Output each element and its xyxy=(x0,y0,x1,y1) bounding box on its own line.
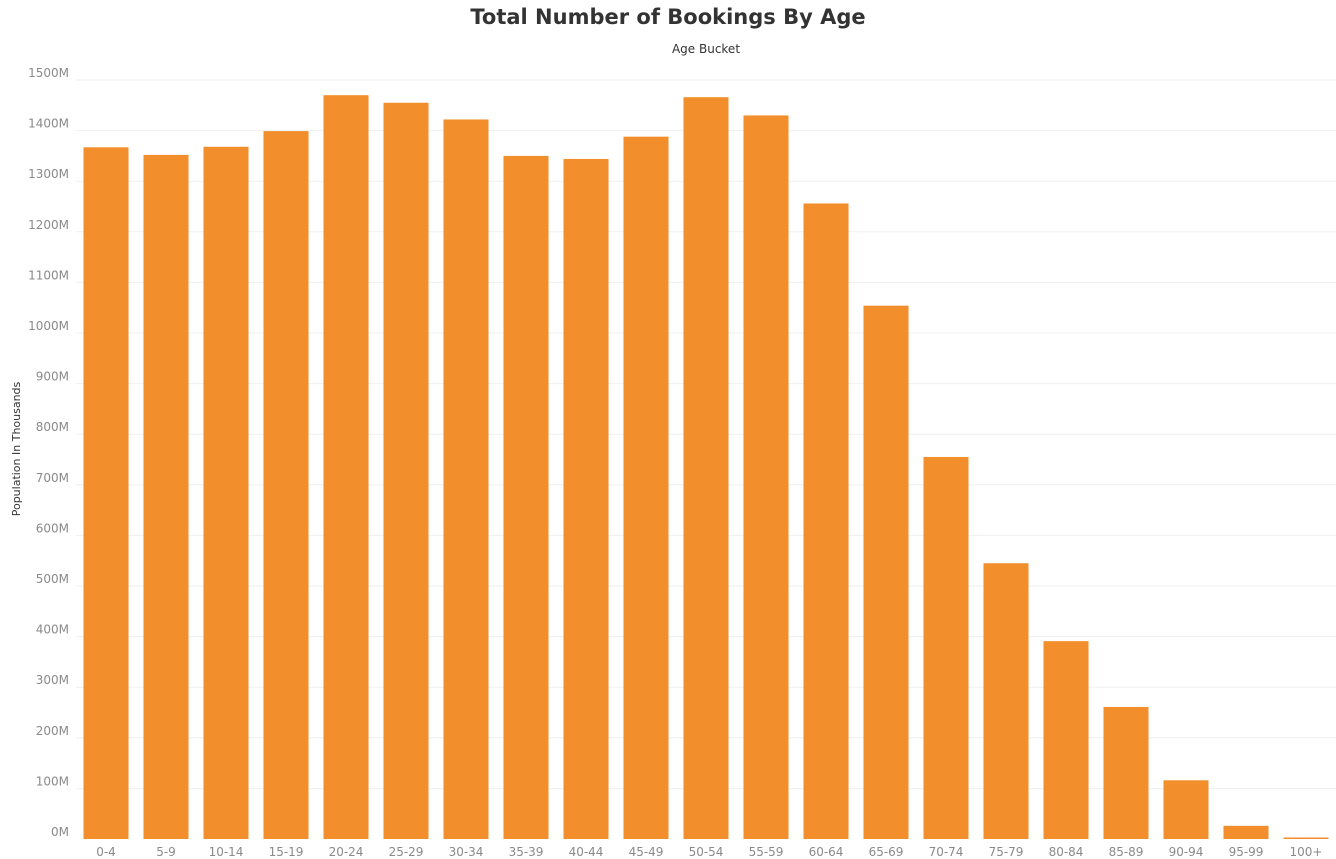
x-tick-label: 55-59 xyxy=(749,845,784,859)
x-tick-label: 40-44 xyxy=(569,845,604,859)
bar-65-69[interactable] xyxy=(863,305,909,839)
y-tick-label: 1000M xyxy=(28,319,69,333)
x-tick-label: 85-89 xyxy=(1109,845,1144,859)
bar-25-29[interactable] xyxy=(383,102,429,839)
y-tick-label: 0M xyxy=(51,825,69,839)
x-tick-label: 20-24 xyxy=(329,845,364,859)
bar-90-94[interactable] xyxy=(1163,780,1209,839)
y-axis-title: Population In Thousands xyxy=(10,381,23,516)
bar-100+[interactable] xyxy=(1283,837,1329,839)
y-tick-label: 1400M xyxy=(28,117,69,131)
y-tick-label: 700M xyxy=(36,471,69,485)
bar-15-19[interactable] xyxy=(263,131,309,839)
x-tick-label: 50-54 xyxy=(689,845,724,859)
y-tick-label: 900M xyxy=(36,370,69,384)
y-tick-label: 200M xyxy=(36,724,69,738)
y-tick-label: 800M xyxy=(36,420,69,434)
x-tick-label: 30-34 xyxy=(449,845,484,859)
bar-45-49[interactable] xyxy=(623,136,669,839)
x-tick-label: 75-79 xyxy=(989,845,1024,859)
x-tick-label: 80-84 xyxy=(1049,845,1084,859)
x-tick-label: 60-64 xyxy=(809,845,844,859)
x-tick-label: 95-99 xyxy=(1229,845,1264,859)
bar-75-79[interactable] xyxy=(983,563,1029,839)
bar-55-59[interactable] xyxy=(743,115,789,840)
bar-60-64[interactable] xyxy=(803,203,849,840)
y-tick-label: 1100M xyxy=(28,268,69,282)
x-tick-label: 35-39 xyxy=(509,845,544,859)
y-tick-label: 300M xyxy=(36,673,69,687)
x-tick-label: 70-74 xyxy=(929,845,964,859)
bar-0-4[interactable] xyxy=(83,147,129,840)
x-axis-title: Age Bucket xyxy=(671,42,741,56)
x-tick-label: 5-9 xyxy=(156,845,176,859)
x-tick-label: 10-14 xyxy=(209,845,244,859)
y-tick-label: 100M xyxy=(36,774,69,788)
bar-5-9[interactable] xyxy=(143,154,189,839)
y-tick-label: 1500M xyxy=(28,66,69,80)
x-axis-ticks: 0-4 5-9 10-14 15-19 20-24 25-29 30-34 35-39 40-4… xyxy=(96,845,1322,859)
bars xyxy=(83,95,1329,840)
x-tick-label: 45-49 xyxy=(629,845,664,859)
bar-85-89[interactable] xyxy=(1103,706,1149,839)
bar-95-99[interactable] xyxy=(1223,825,1269,839)
x-tick-label: 15-19 xyxy=(269,845,304,859)
y-tick-label: 400M xyxy=(36,623,69,637)
bar-30-34[interactable] xyxy=(443,119,489,839)
bar-10-14[interactable] xyxy=(203,146,249,840)
x-tick-label: 0-4 xyxy=(96,845,116,859)
y-tick-label: 1200M xyxy=(28,218,69,232)
x-tick-label: 25-29 xyxy=(389,845,424,859)
chart-title: Total Number of Bookings By Age xyxy=(470,5,866,29)
y-tick-label: 1300M xyxy=(28,167,69,181)
bar-35-39[interactable] xyxy=(503,155,549,839)
bar-20-24[interactable] xyxy=(323,95,369,840)
bar-50-54[interactable] xyxy=(683,97,729,840)
bar-40-44[interactable] xyxy=(563,158,609,839)
x-tick-label: 65-69 xyxy=(869,845,904,859)
bar-80-84[interactable] xyxy=(1043,641,1089,839)
x-tick-label: 90-94 xyxy=(1169,845,1204,859)
y-tick-label: 600M xyxy=(36,521,69,535)
bar-70-74[interactable] xyxy=(923,456,969,839)
y-tick-label: 500M xyxy=(36,572,69,586)
x-tick-label: 100+ xyxy=(1290,845,1323,859)
y-axis-ticks: 0M 100M 200M 300M 400M 500M 600M 700M 800M 900M 10… xyxy=(28,66,69,839)
